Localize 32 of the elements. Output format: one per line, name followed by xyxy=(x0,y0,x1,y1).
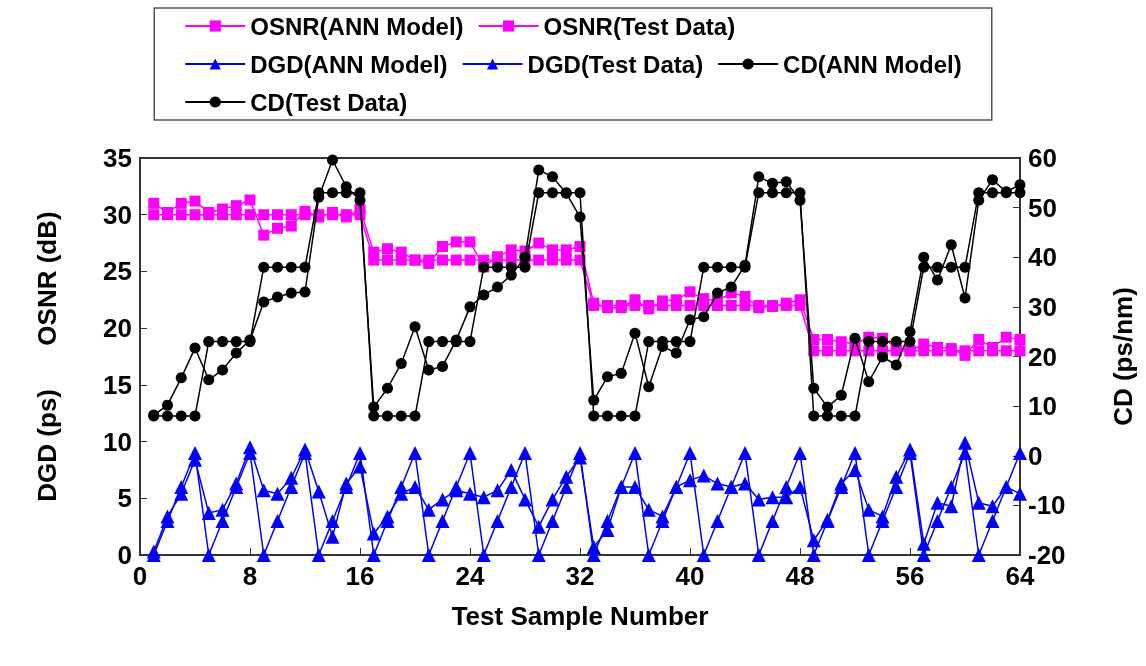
x-tick-label: 8 xyxy=(242,561,258,591)
y2-tick-label: 30 xyxy=(1028,291,1057,322)
legend-label: DGD(Test Data) xyxy=(527,50,704,78)
legend-label: CD(ANN Model) xyxy=(783,50,962,78)
y2-axis-title: CD (ps/nm) xyxy=(1108,287,1138,426)
legend-label: DGD(ANN Model) xyxy=(250,50,448,78)
legend-label: OSNR(ANN Model) xyxy=(250,12,464,40)
y-tick-label: 10 xyxy=(103,426,132,457)
y-tick-label: 30 xyxy=(103,199,132,230)
x-tick-label: 24 xyxy=(455,561,485,591)
x-tick-label: 56 xyxy=(895,561,925,591)
y2-tick-label: 60 xyxy=(1028,143,1057,173)
y2-tick-label: 10 xyxy=(1028,391,1057,422)
x-tick-label: 32 xyxy=(565,561,595,591)
x-tick-label: 16 xyxy=(345,561,375,591)
y2-tick-label: 0 xyxy=(1028,440,1043,471)
legend-label: CD(Test Data) xyxy=(250,88,408,116)
y2-tick-label: 50 xyxy=(1028,192,1057,223)
y-tick-label: 0 xyxy=(117,540,132,570)
legend-label: OSNR(Test Data) xyxy=(543,12,736,40)
y2-tick-label: 20 xyxy=(1028,341,1057,372)
y-tick-label: 15 xyxy=(103,369,132,400)
y-tick-label: 20 xyxy=(103,313,132,344)
x-axis-title: Test Sample Number xyxy=(451,601,709,631)
x-tick-label: 48 xyxy=(785,561,815,591)
x-tick-label: 40 xyxy=(675,561,705,591)
y-tick-label: 25 xyxy=(103,256,132,287)
y2-tick-label: 40 xyxy=(1028,242,1057,273)
y-tick-label: 5 xyxy=(117,483,132,514)
y-axis-title: DGD (ps) OSNR (dB) xyxy=(32,211,62,502)
y-tick-label: 35 xyxy=(103,143,132,173)
y2-tick-label: -10 xyxy=(1028,490,1066,521)
